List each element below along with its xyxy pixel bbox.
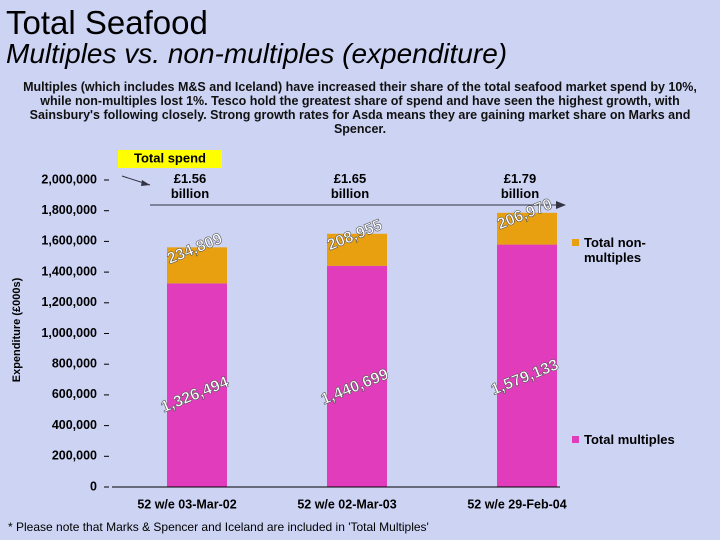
bar-segment	[167, 247, 227, 284]
bar-segment	[167, 283, 227, 487]
bar-segment	[497, 244, 557, 487]
y-tick-label: 200,000	[52, 449, 97, 463]
title: Total Seafood	[6, 4, 208, 41]
x-tick-label: 52 w/e 29-Feb-04	[467, 497, 566, 511]
y-tick-label: 0	[90, 479, 97, 493]
x-tick-label: 52 w/e 03-Mar-02	[137, 497, 236, 511]
bar-total: £1.65 billion	[330, 171, 370, 201]
y-tick-label: 1,200,000	[41, 295, 97, 309]
legend-swatch	[572, 436, 579, 443]
legend-label: Total non-multiples	[584, 235, 646, 265]
footnote: * Please note that Marks & Spencer and I…	[8, 520, 429, 534]
y-tick-label: 2,000,000	[41, 172, 97, 186]
x-tick-label: 52 w/e 02-Mar-03	[297, 497, 396, 511]
bar-segment	[497, 212, 557, 245]
y-tick-label: 1,000,000	[41, 326, 97, 340]
bar-total: £1.79 billion	[500, 171, 540, 201]
y-tick-label: 1,400,000	[41, 264, 97, 278]
callout-label: Total spend	[134, 150, 206, 165]
bar-segment	[327, 233, 387, 266]
callout-box	[118, 150, 222, 168]
callout-arrowhead	[141, 180, 150, 186]
y-axis-label: Expenditure (£000s)	[11, 277, 23, 382]
bar-segment	[327, 265, 387, 487]
y-tick-label: 1,600,000	[41, 234, 97, 248]
y-tick-label: 800,000	[52, 356, 97, 370]
y-tick-label: 600,000	[52, 387, 97, 401]
subtitle: Multiples vs. non-multiples (expenditure…	[6, 38, 508, 69]
description: Multiples (which includes M&S and Icelan…	[23, 80, 697, 136]
legend-label: Total multiples	[584, 432, 675, 447]
total-arrowhead	[556, 201, 566, 209]
y-tick-label: 1,800,000	[41, 203, 97, 217]
bar-total: £1.56 billion	[170, 171, 210, 201]
y-tick-label: 400,000	[52, 418, 97, 432]
legend-swatch	[572, 239, 579, 246]
